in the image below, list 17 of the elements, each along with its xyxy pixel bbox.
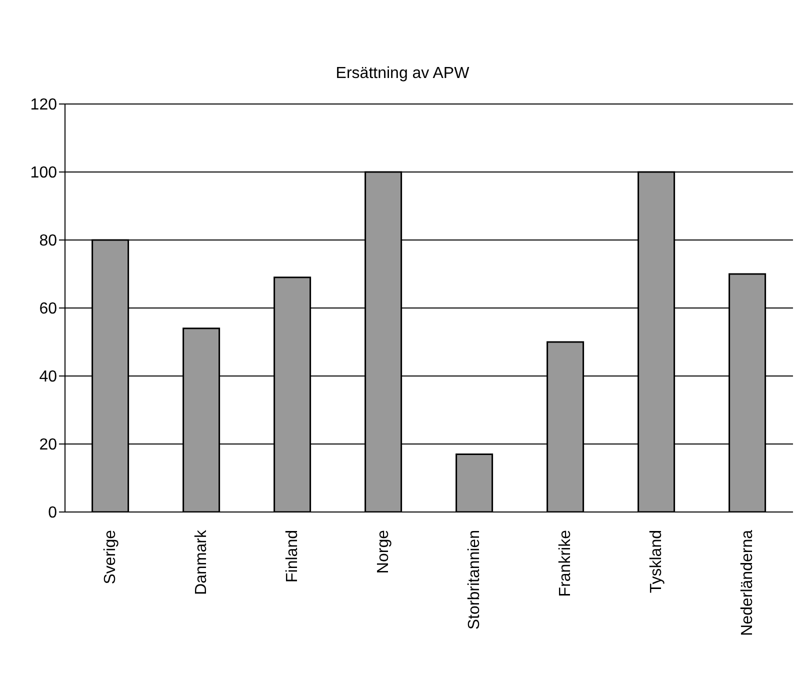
y-tick-label: 60: [39, 300, 58, 318]
chart-title: Ersättning av APW: [334, 65, 470, 83]
y-tick-label: 100: [30, 164, 58, 182]
y-tick-label: 0: [48, 504, 58, 522]
y-tick-label: 120: [30, 96, 58, 114]
x-tick-label: Norge: [375, 530, 392, 574]
y-tick-label: 80: [39, 232, 58, 250]
x-tick-label: Frankrike: [557, 530, 574, 597]
x-tick-label: Storbritannien: [466, 530, 483, 630]
y-tick-label: 20: [39, 436, 58, 454]
bar: [456, 453, 494, 512]
x-tick-label: Danmark: [193, 529, 210, 595]
x-tick-label: Finland: [284, 530, 301, 582]
x-tick-label: Nederländerna: [739, 530, 756, 636]
y-tick-label: 40: [39, 368, 58, 386]
x-tick-label: Tyskland: [648, 530, 665, 594]
x-tick-label: Sverige: [102, 530, 119, 584]
